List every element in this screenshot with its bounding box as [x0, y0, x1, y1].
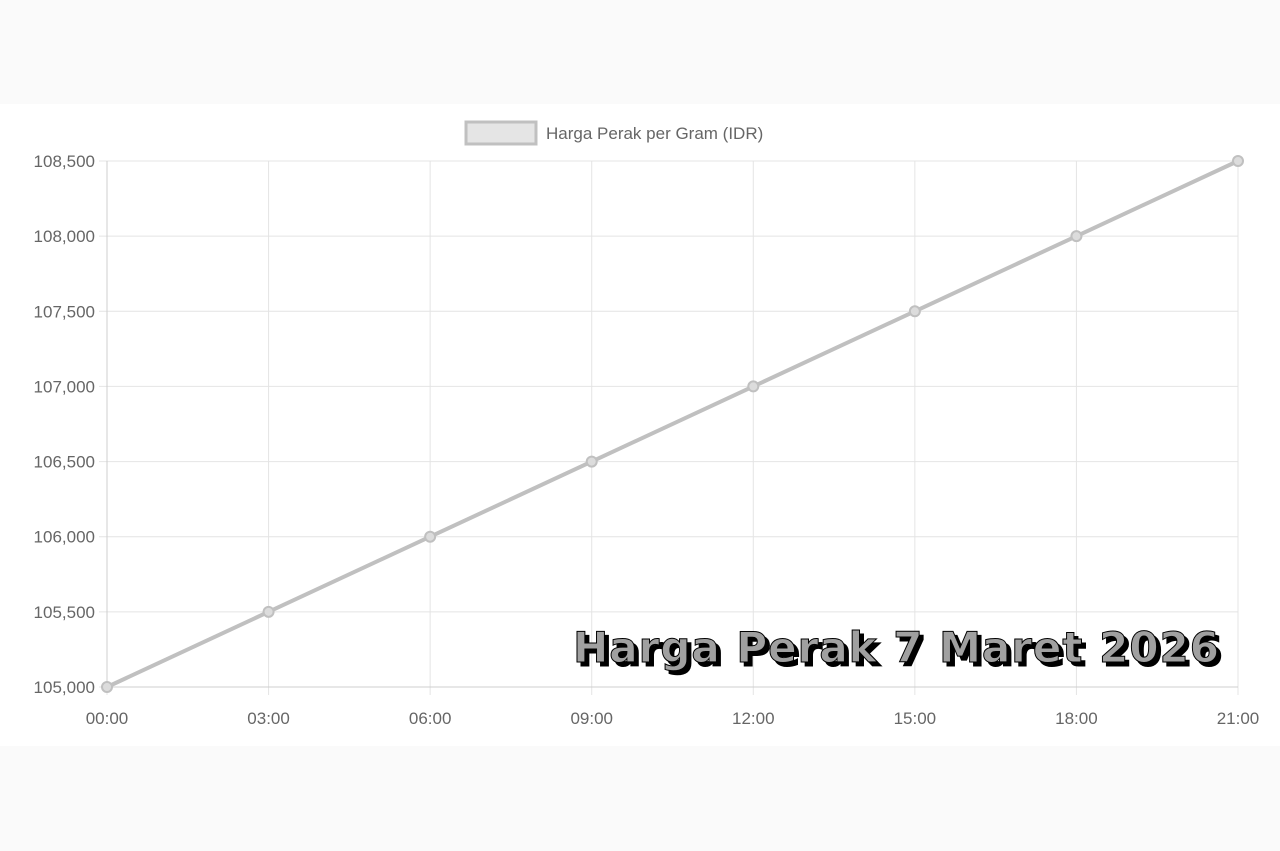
data-point	[101, 681, 113, 693]
x-tick-label: 03:00	[247, 709, 290, 728]
x-tick-label: 15:00	[894, 709, 937, 728]
data-point	[1232, 155, 1244, 167]
y-tick-label: 106,500	[34, 453, 95, 472]
y-tick-label: 107,000	[34, 377, 95, 396]
y-tick-label: 105,500	[34, 603, 95, 622]
data-point	[1070, 230, 1083, 243]
y-tick-label: 106,000	[34, 528, 95, 547]
data-line	[106, 159, 1239, 689]
grid	[99, 160, 1239, 695]
x-tick-label: 18:00	[1055, 709, 1098, 728]
x-tick-label: 00:00	[86, 709, 129, 728]
watermark: Harga Perak 7 Maret 2026	[573, 623, 1220, 673]
data-point	[585, 455, 598, 468]
data-point	[424, 530, 437, 543]
data-point	[908, 305, 921, 318]
y-tick-label: 108,000	[34, 227, 95, 246]
y-tick-label: 108,500	[34, 152, 95, 171]
x-axis: 00:00 03:00 06:00 09:00 12:00 15:00 18:00 21:00	[86, 709, 1260, 728]
y-tick-label: 105,000	[34, 678, 95, 697]
series-line	[101, 155, 1244, 693]
x-tick-label: 21:00	[1217, 709, 1260, 728]
legend[interactable]: Harga Perak per Gram (IDR)	[464, 120, 763, 146]
legend-label: Harga Perak per Gram (IDR)	[546, 124, 763, 143]
watermark-title: Harga Perak 7 Maret 2026	[573, 623, 1220, 672]
y-tick-label: 107,500	[34, 302, 95, 321]
x-tick-label: 09:00	[570, 709, 613, 728]
legend-swatch	[464, 120, 538, 146]
x-tick-label: 06:00	[409, 709, 452, 728]
data-point	[262, 605, 275, 618]
data-point	[747, 380, 760, 393]
y-axis: 105,000 105,500 106,000 106,500 107,000 107,5…	[34, 152, 95, 697]
x-tick-label: 12:00	[732, 709, 775, 728]
